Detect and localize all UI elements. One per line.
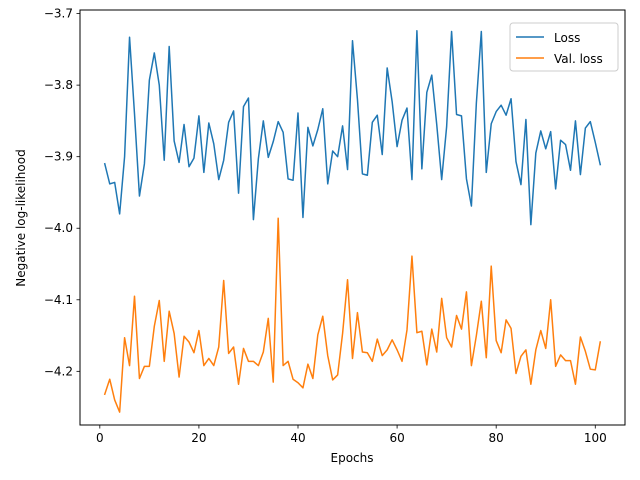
x-axis: 0 20 40 60 80 100 [96, 425, 607, 445]
x-tick-label: 40 [290, 431, 305, 445]
y-tick-label: −4.2 [44, 364, 73, 378]
series-line-val-loss [103, 217, 602, 413]
legend: Loss Val. loss [509, 22, 619, 72]
y-axis-label: Negative log-likelihood [14, 149, 28, 286]
x-tick-label: 20 [191, 431, 206, 445]
legend-label-val-loss: Val. loss [554, 52, 603, 66]
y-tick-label: −3.7 [44, 7, 73, 21]
y-tick-label: −4.1 [44, 293, 73, 307]
y-axis: −4.2 −4.1 −4.0 −3.9 −3.8 −3.7 [44, 7, 80, 378]
y-tick-label: −3.9 [44, 150, 73, 164]
plot-frame [79, 9, 626, 426]
legend-label-loss: Loss [554, 31, 580, 45]
x-tick-label: 80 [489, 431, 504, 445]
x-tick-label: 60 [389, 431, 404, 445]
plot-area [103, 30, 602, 413]
series-line-loss [103, 30, 602, 226]
x-tick-label: 100 [584, 431, 607, 445]
y-tick-label: −4.0 [44, 221, 73, 235]
x-axis-label: Epochs [331, 451, 374, 465]
legend-box [509, 22, 619, 72]
x-tick-label: 0 [96, 431, 104, 445]
y-tick-label: −3.8 [44, 78, 73, 92]
